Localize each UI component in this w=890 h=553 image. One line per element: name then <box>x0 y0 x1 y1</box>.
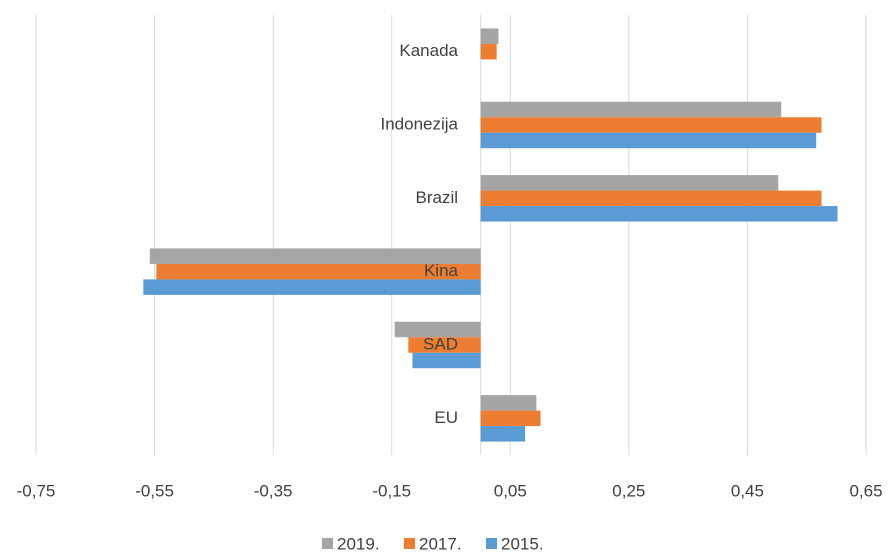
x-tick-label: 0,25 <box>612 481 645 500</box>
bar <box>480 190 822 207</box>
category-label: SAD <box>423 334 458 353</box>
legend-label: 2015. <box>501 534 544 553</box>
category-label: Indonezija <box>380 114 458 133</box>
legend-swatch <box>404 538 415 549</box>
category-label: Kanada <box>399 41 458 60</box>
legend-label: 2019. <box>337 534 380 553</box>
bar <box>480 395 537 411</box>
bar <box>480 101 782 118</box>
bar <box>149 248 481 264</box>
bar <box>480 206 838 222</box>
legend-label: 2017. <box>419 534 462 553</box>
category-label: Brazil <box>415 188 458 207</box>
x-tick-label: 0,05 <box>494 481 527 500</box>
x-tick-label: -0,35 <box>254 481 293 500</box>
bar <box>480 410 541 427</box>
bar <box>480 117 822 133</box>
legend-swatch <box>486 538 497 549</box>
bar <box>480 175 779 191</box>
bar <box>480 132 817 149</box>
x-tick-label: 0,45 <box>731 481 764 500</box>
bar <box>480 43 497 60</box>
x-tick-label: -0,15 <box>372 481 411 500</box>
category-label: EU <box>434 408 458 427</box>
x-tick-label: 0,65 <box>849 481 882 500</box>
bar <box>143 279 481 295</box>
bar <box>156 263 481 280</box>
bar <box>408 337 481 353</box>
x-tick-label: -0,55 <box>135 481 174 500</box>
bar <box>480 426 526 442</box>
category-label: Kina <box>424 261 459 280</box>
legend-swatch <box>322 538 333 549</box>
x-tick-label: -0,75 <box>17 481 56 500</box>
bar <box>394 321 481 338</box>
bar <box>480 28 499 44</box>
bar <box>412 352 481 369</box>
